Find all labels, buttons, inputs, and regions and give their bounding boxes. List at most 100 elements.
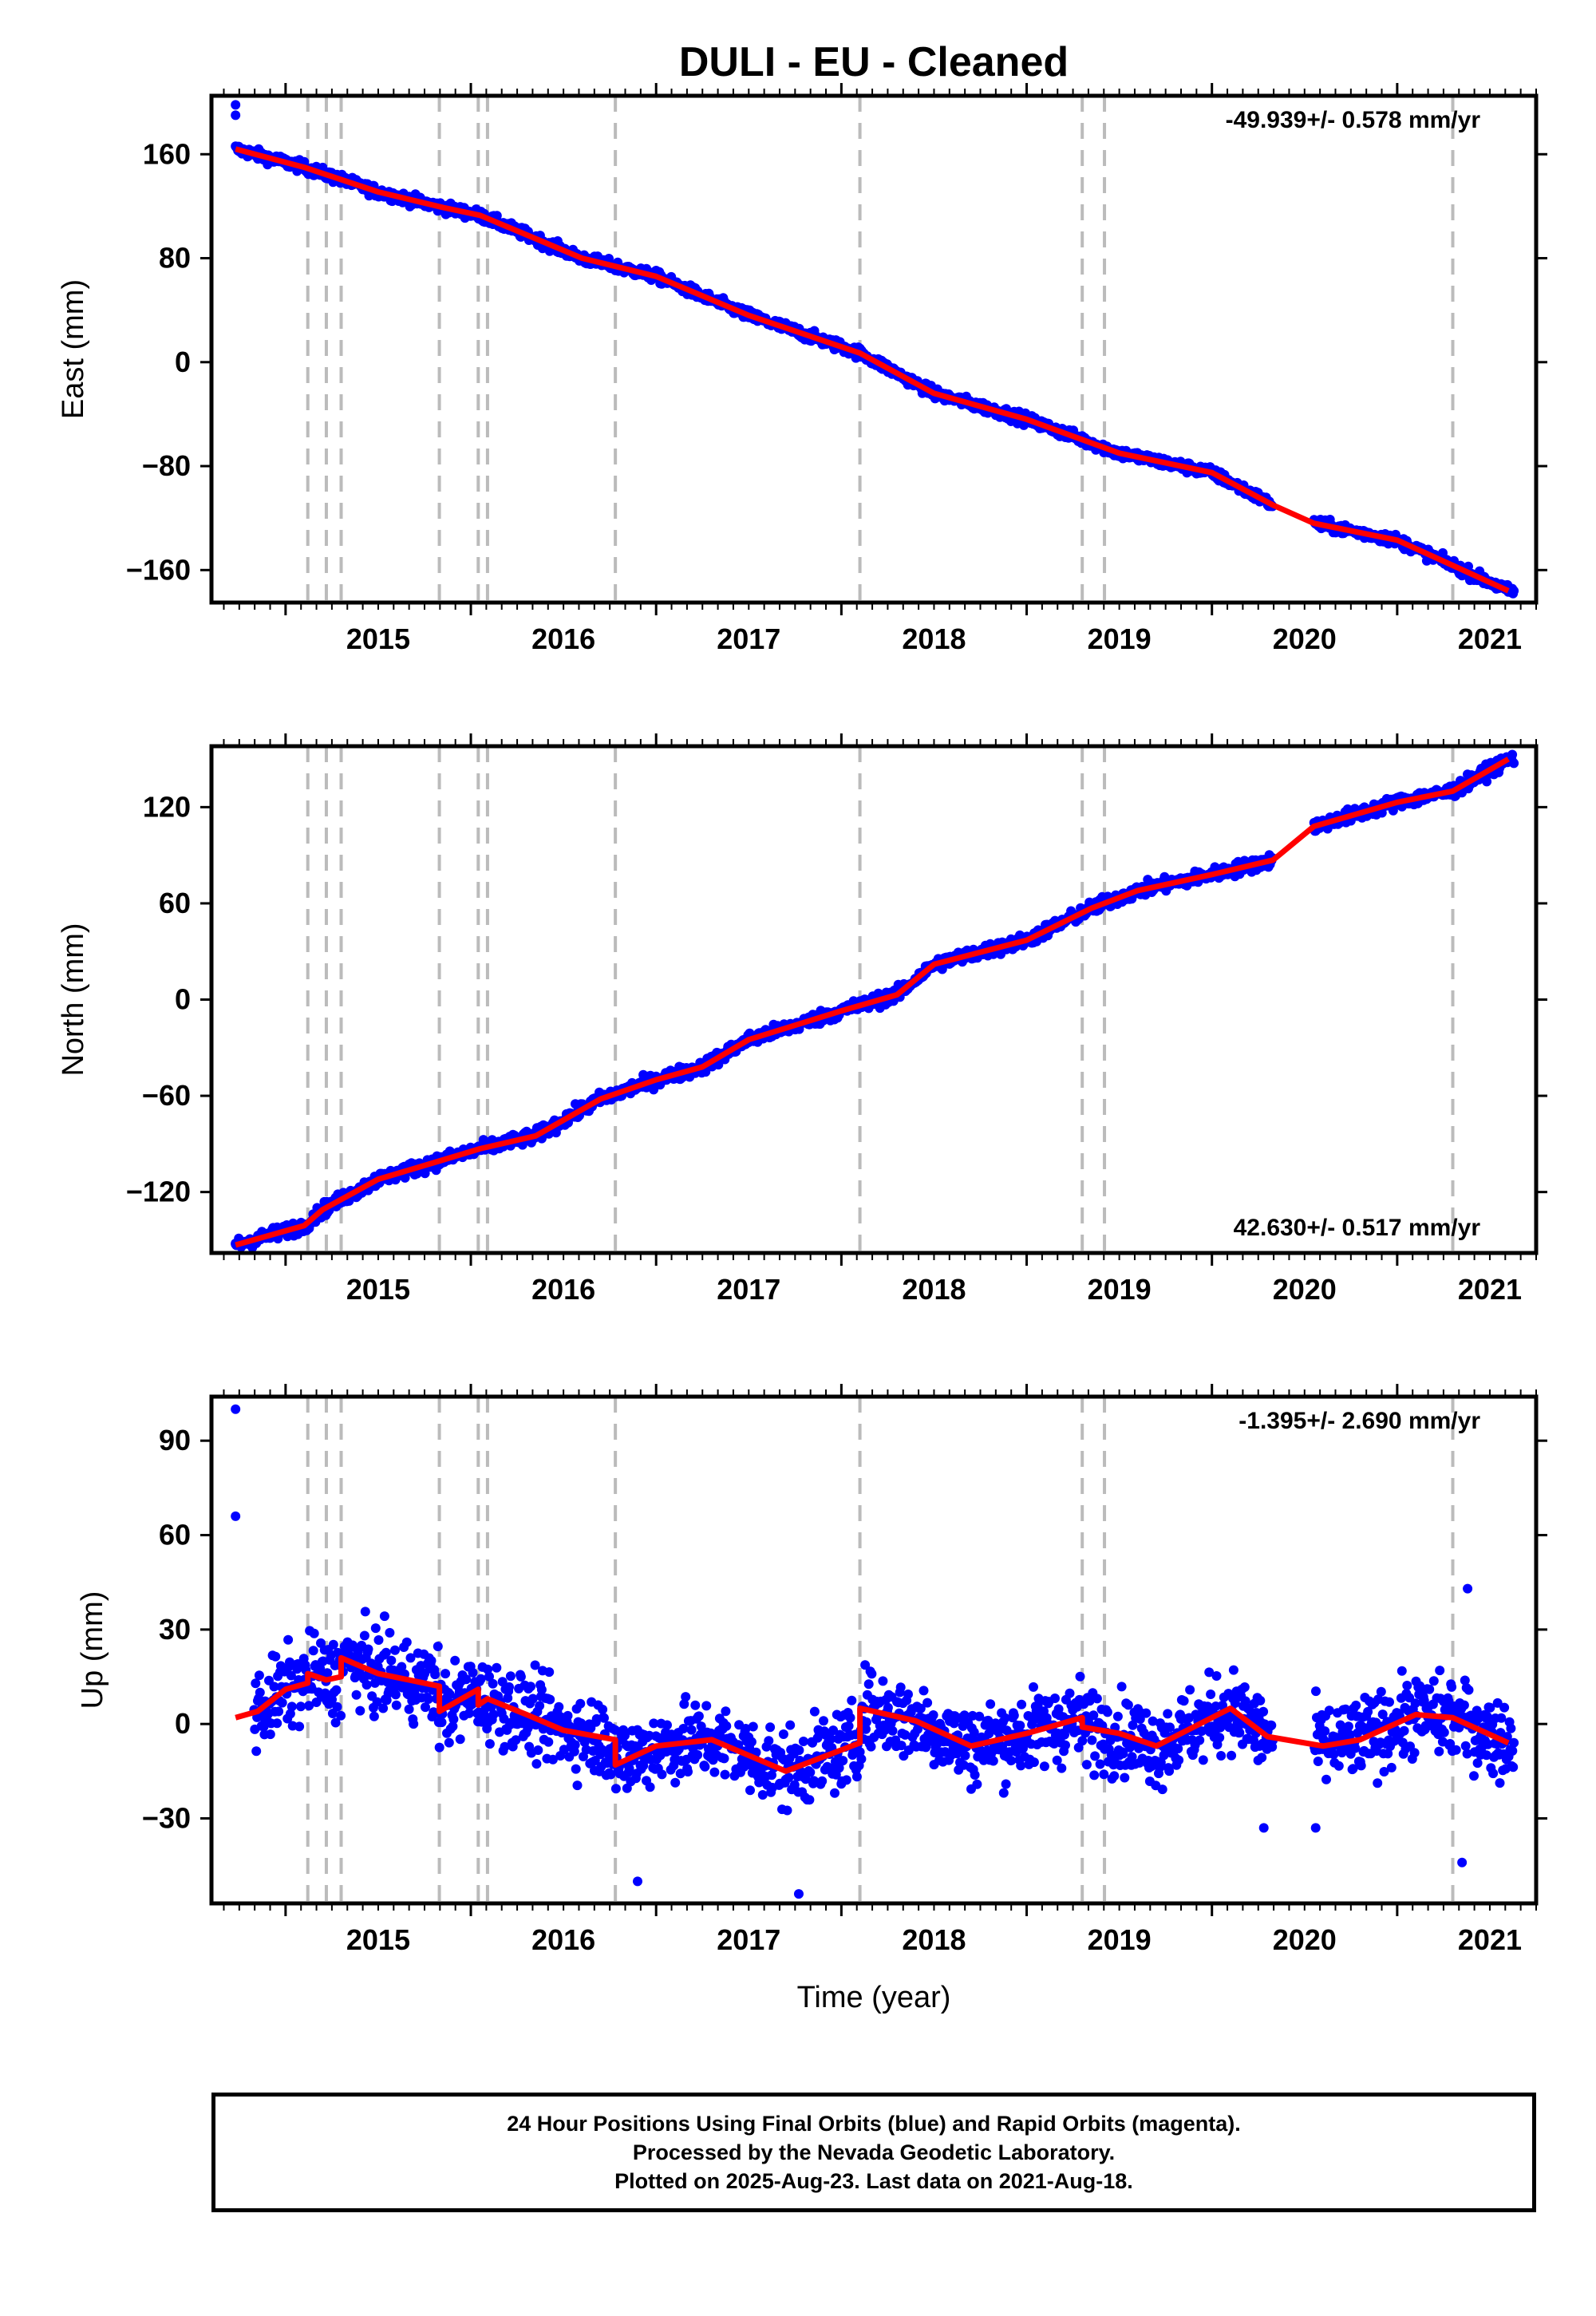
data-point bbox=[1311, 1686, 1321, 1697]
data-point bbox=[1084, 1696, 1095, 1706]
data-point bbox=[1141, 1708, 1152, 1718]
data-point bbox=[690, 1700, 701, 1710]
plot-area bbox=[231, 1397, 1519, 1903]
data-point bbox=[500, 1741, 510, 1752]
data-point bbox=[998, 1788, 1009, 1798]
panel-frame bbox=[209, 93, 1539, 605]
data-point bbox=[959, 1710, 970, 1721]
data-point bbox=[1116, 1682, 1127, 1692]
data-point bbox=[720, 1769, 730, 1780]
data-point bbox=[928, 1710, 938, 1720]
data-point bbox=[433, 1642, 443, 1651]
data-point bbox=[767, 1770, 776, 1780]
data-point bbox=[423, 1694, 433, 1704]
data-point bbox=[409, 1719, 419, 1729]
x-tick-label: 2016 bbox=[531, 1273, 595, 1306]
x-tick-label: 2019 bbox=[1088, 1273, 1152, 1306]
data-point bbox=[675, 1769, 685, 1779]
x-tick-label: 2020 bbox=[1273, 622, 1337, 655]
data-point bbox=[531, 1759, 542, 1769]
data-point bbox=[1050, 1694, 1060, 1703]
data-point bbox=[1029, 1757, 1039, 1768]
data-point bbox=[1206, 1690, 1216, 1699]
data-point bbox=[361, 1680, 372, 1690]
data-point bbox=[1102, 1707, 1112, 1717]
data-point bbox=[544, 1667, 555, 1678]
data-point bbox=[1148, 1716, 1158, 1726]
data-point bbox=[657, 1769, 667, 1780]
data-point bbox=[437, 1717, 447, 1728]
data-point bbox=[309, 1628, 319, 1638]
data-point bbox=[1313, 1757, 1323, 1766]
data-point bbox=[327, 1694, 337, 1705]
data-point bbox=[721, 1721, 732, 1731]
data-point bbox=[1509, 758, 1519, 769]
data-point bbox=[397, 1662, 407, 1672]
data-point bbox=[488, 1678, 498, 1689]
data-point bbox=[1350, 1743, 1361, 1753]
x-tick-label: 2021 bbox=[1458, 1273, 1522, 1306]
data-point bbox=[798, 1737, 808, 1746]
data-point bbox=[274, 1706, 284, 1717]
data-point bbox=[530, 1660, 540, 1670]
data-point bbox=[373, 1635, 384, 1645]
data-point bbox=[681, 1692, 691, 1702]
data-point bbox=[330, 1717, 341, 1728]
data-point bbox=[863, 1679, 874, 1690]
data-point bbox=[444, 1737, 454, 1748]
data-point bbox=[960, 1750, 970, 1761]
data-point bbox=[1095, 1759, 1105, 1769]
x-tick-label: 2019 bbox=[1088, 622, 1152, 655]
data-point bbox=[265, 1729, 275, 1740]
outlier-point bbox=[231, 100, 241, 110]
data-point bbox=[845, 1713, 855, 1723]
data-point bbox=[970, 1770, 980, 1780]
data-point bbox=[610, 1784, 621, 1794]
data-point bbox=[535, 1701, 545, 1711]
data-point bbox=[369, 1711, 379, 1721]
data-point bbox=[847, 1695, 857, 1705]
data-point bbox=[1507, 749, 1518, 760]
data-point bbox=[386, 1655, 397, 1666]
data-point bbox=[922, 1697, 933, 1708]
data-point bbox=[878, 1676, 888, 1686]
data-point bbox=[363, 1644, 373, 1654]
data-point bbox=[430, 1670, 440, 1680]
data-point bbox=[571, 1764, 581, 1774]
data-point bbox=[283, 1634, 294, 1645]
data-point bbox=[1215, 1733, 1225, 1743]
data-point bbox=[1112, 1711, 1123, 1721]
data-point bbox=[1239, 1682, 1250, 1692]
data-point bbox=[1266, 1720, 1277, 1730]
data-point bbox=[649, 1718, 659, 1729]
data-point bbox=[484, 1739, 495, 1749]
data-point bbox=[861, 1724, 871, 1734]
data-point bbox=[1320, 1726, 1330, 1737]
data-point bbox=[455, 1734, 465, 1745]
data-point bbox=[1235, 1728, 1245, 1738]
data-point bbox=[599, 1713, 609, 1723]
data-point bbox=[805, 1767, 816, 1777]
data-point bbox=[1255, 1695, 1266, 1705]
data-point bbox=[918, 1686, 929, 1696]
data-point bbox=[370, 1623, 381, 1634]
data-point bbox=[1165, 1722, 1175, 1733]
data-point bbox=[645, 1782, 655, 1792]
data-point bbox=[683, 1767, 693, 1777]
data-point bbox=[785, 1720, 796, 1730]
data-point bbox=[903, 1690, 913, 1699]
y-tick-label: −60 bbox=[142, 1079, 191, 1112]
data-point bbox=[563, 1710, 573, 1721]
velocity-label: 42.630+/- 0.517 mm/yr bbox=[1234, 1215, 1481, 1241]
data-point bbox=[860, 1660, 871, 1670]
x-tick-label: 2016 bbox=[531, 622, 595, 655]
data-point bbox=[390, 1690, 401, 1700]
data-point bbox=[391, 1700, 401, 1710]
data-point bbox=[1333, 1761, 1344, 1771]
data-point bbox=[1343, 1721, 1353, 1732]
data-point bbox=[1211, 1671, 1222, 1681]
data-point bbox=[826, 1733, 836, 1744]
data-point bbox=[988, 1756, 998, 1766]
data-point bbox=[516, 1672, 526, 1682]
